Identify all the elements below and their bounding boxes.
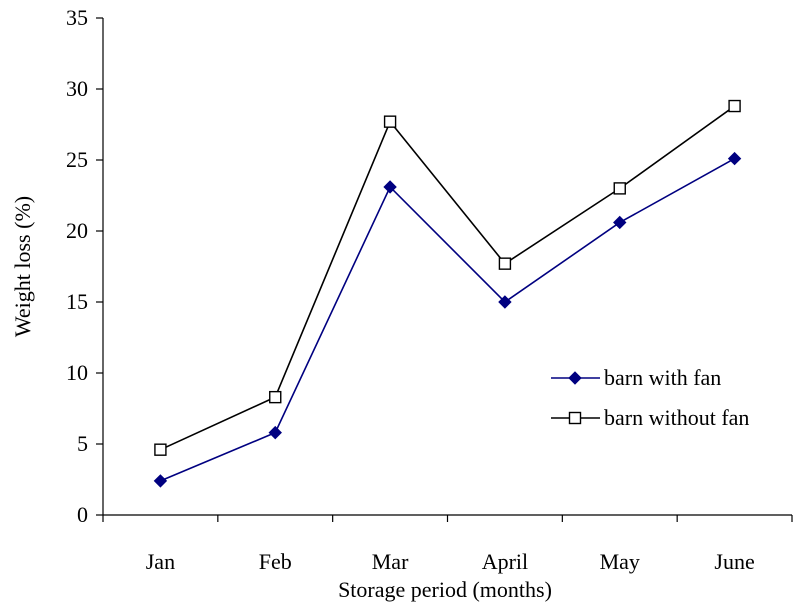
y-ticks: 0 5 10 15 20 25 30 35 [66,5,103,527]
series-layer [153,99,742,488]
legend-item: barn with fan [551,365,721,390]
data-point [728,99,741,113]
y-tick-label: 20 [66,218,88,243]
series-line [160,157,735,482]
data-point [613,182,626,195]
y-tick-label: 25 [66,147,88,172]
data-point [383,115,397,128]
y-axis-title: Weight loss (%) [10,196,35,337]
y-tick-label: 0 [77,502,88,527]
y-tick-label: 30 [66,76,88,101]
x-tick-label: April [482,549,528,574]
data-point [268,425,282,440]
x-tick-label: Jan [146,549,175,574]
y-tick-label: 5 [77,431,88,456]
y-tick-label: 15 [66,289,88,314]
data-point [498,257,512,270]
legend-label: barn with fan [604,365,721,390]
y-tick-label: 10 [66,360,88,385]
data-point [154,443,167,456]
legend-marker [568,371,582,385]
x-tick-label: June [714,549,754,574]
x-axis-title: Storage period (months) [338,577,552,602]
legend-marker [568,411,582,425]
data-point [383,180,397,194]
data-point [269,390,282,404]
series-0 [153,151,742,488]
data-point [153,474,168,488]
x-tick-label: May [600,549,640,574]
data-point [727,151,742,166]
axes [102,18,792,516]
series-1 [154,99,741,456]
legend: barn with fan barn without fan [551,365,749,430]
x-ticks: Jan Feb Mar April May June [102,515,793,574]
legend-item: barn without fan [551,405,749,430]
y-tick-label: 35 [66,5,88,30]
x-tick-label: Mar [372,549,409,574]
data-point [498,295,512,309]
series-line [160,105,736,451]
x-tick-label: Feb [259,549,292,574]
legend-label: barn without fan [604,405,749,430]
data-point [613,215,627,230]
